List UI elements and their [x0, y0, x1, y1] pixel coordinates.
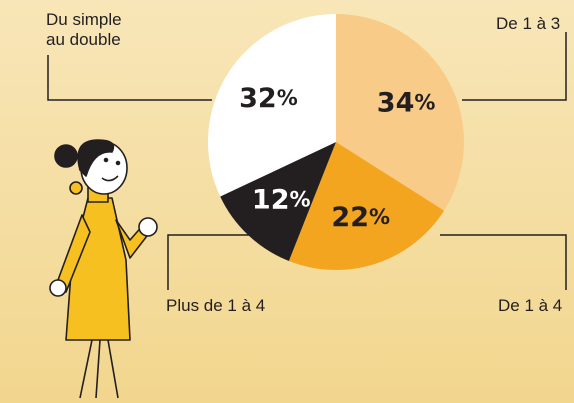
- value-label: 22%: [331, 202, 390, 233]
- slice-label: De 1 à 4: [498, 296, 563, 315]
- leader-lines: [47, 32, 567, 290]
- slice-label: De 1 à 3: [496, 14, 561, 33]
- pie: 34% 22% 12% 32%: [207, 14, 464, 270]
- slice-label: Plus de 1 à 4: [166, 296, 266, 315]
- pie-slice: [220, 142, 336, 262]
- value-label: 32%: [239, 83, 298, 114]
- pie-slice: [207, 14, 336, 197]
- pie-slice: [336, 14, 464, 211]
- value-label: 12%: [252, 184, 311, 215]
- slice-label: Du simple au double: [46, 10, 122, 49]
- illustration: [49, 139, 158, 399]
- pie-slice: [288, 142, 445, 270]
- value-label: 34%: [377, 87, 436, 118]
